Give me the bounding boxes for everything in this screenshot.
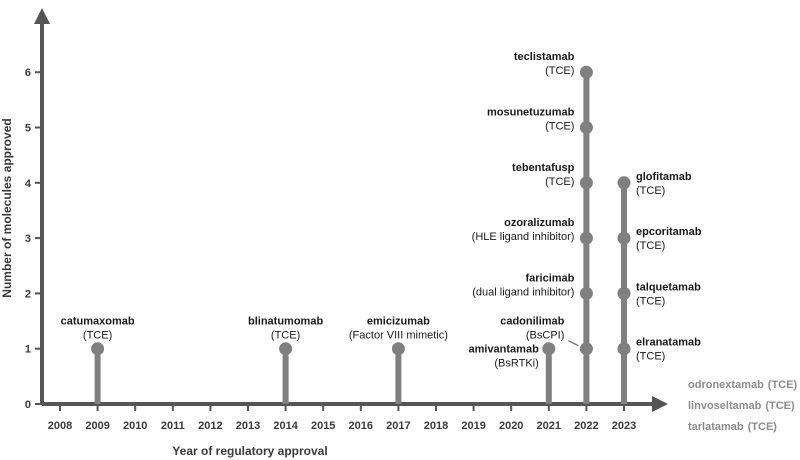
molecule-labels: catumaxomab (TCE) blinatumomab (TCE) emicizu… [61,51,702,370]
molecule-type: (TCE) [636,185,665,197]
x-tick-label: 2021 [537,420,561,432]
molecule-name: catumaxomab [61,316,135,328]
x-tick-label: 2010 [123,420,147,432]
molecule-name: faricimab [525,272,574,284]
dot-2022-2 [579,286,593,300]
x-tick-label: 2023 [612,420,636,432]
pending-molecule: linvoseltamab (TCE) [688,400,795,412]
molecule-type: (HLE ligand inhibitor) [472,231,575,243]
dot-2022-4 [579,176,593,190]
pending-name: linvoseltamab [688,400,762,412]
molecule-type: (TCE) [545,176,574,188]
dot-2017-1 [391,342,405,356]
dot-2023-2 [617,286,631,300]
dot-2014-1 [279,342,293,356]
y-tick-label: 0 [25,399,31,411]
x-tick-label: 2008 [48,420,72,432]
pending-molecule: tarlatamab (TCE) [688,421,777,433]
dot-2022-6 [579,65,593,79]
y-tick-label: 1 [25,344,31,356]
molecule-type: (dual ligand inhibitor) [472,286,574,298]
molecule-name: elranatamab [636,337,701,349]
molecule-type: (TCE) [636,295,665,307]
pending-molecule: odronextamab (TCE) [688,379,797,391]
x-tick-label: 2013 [236,420,260,432]
molecule-type: (TCE) [545,121,574,133]
x-tick-label: 2019 [461,420,485,432]
molecule-type: (TCE) [636,240,665,252]
leader-line [568,340,579,347]
x-tick-label: 2017 [386,420,410,432]
molecule-name: epcoritamab [636,226,702,238]
dot-2022-1 [579,342,593,356]
pending-type: (TCE) [748,421,778,433]
y-tick-label: 4 [25,178,32,190]
x-tick-label: 2009 [85,420,109,432]
pending-name: odronextamab [688,379,764,391]
molecule-type: (BsCPI) [526,330,565,342]
molecule-type: (TCE) [545,65,574,77]
molecule-name: talquetamab [636,281,701,293]
axes: 2008 2009 2010 2011 2012 2013 2014 2015 2016 2017… [0,8,668,458]
y-axis-title: Number of molecules approved [0,118,14,297]
molecule-name: amivantamab [468,344,539,356]
x-axis-arrow [652,396,668,412]
molecule-type: (TCE) [636,351,665,363]
y-tick-label: 3 [25,233,31,245]
x-tick-label: 2015 [311,420,335,432]
x-tick-label: 2018 [424,420,448,432]
x-axis-title: Year of regulatory approval [172,444,327,458]
molecule-type: (Factor VIII mimetic) [349,330,448,342]
y-tick-label: 6 [25,67,31,79]
molecule-name: ozoralizumab [504,217,575,229]
molecule-name: emicizumab [367,316,430,328]
dot-2023-1 [617,342,631,356]
x-tick-label: 2014 [273,420,298,432]
molecule-name: cadonilimab [500,316,564,328]
molecule-type: (TCE) [83,330,112,342]
molecule-name: glofitamab [636,171,692,183]
molecule-name: teclistamab [514,51,575,63]
y-tick-label: 2 [25,288,31,300]
y-axis-arrow [34,8,50,24]
dot-2022-5 [579,121,593,134]
molecule-type: (TCE) [271,330,300,342]
pending-type: (TCE) [768,379,798,391]
stems [91,65,631,404]
x-tick-label: 2022 [574,420,598,432]
x-tick-label: 2016 [349,420,373,432]
y-tick-label: 5 [25,123,31,135]
pending-type: (TCE) [765,400,795,412]
x-tick-label: 2012 [198,420,222,432]
dot-2021-1 [542,342,556,356]
dot-2023-4 [617,176,631,190]
dot-2022-3 [579,231,593,245]
molecule-name: mosunetuzumab [487,107,575,119]
x-tick-label: 2011 [161,420,185,432]
molecule-type: (BsRTKi) [494,358,538,370]
pending-name: tarlatamab [688,421,744,433]
x-tick-label: 2020 [499,420,523,432]
molecule-name: tebentafusp [512,162,575,174]
dot-2023-3 [617,231,631,245]
dot-2009-1 [91,342,105,356]
molecule-name: blinatumomab [248,316,323,328]
pending-list: odronextamab (TCE)linvoseltamab (TCE)tarla… [688,379,797,433]
